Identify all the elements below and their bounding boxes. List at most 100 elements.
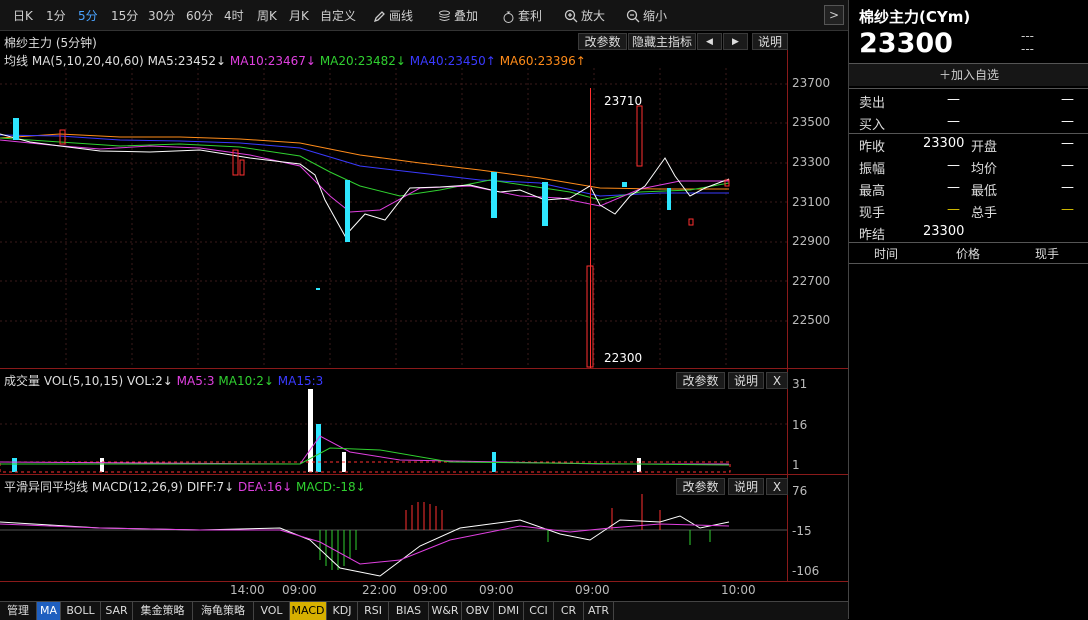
volume-bars (0, 389, 731, 473)
tab-wr[interactable]: W&R (429, 602, 462, 620)
quote-panel: 棉纱主力(CYm) 23300 --- --- ＋加入自选 卖出 — — 买入 … (848, 0, 1088, 619)
macd-close-button[interactable]: X (766, 478, 788, 495)
ma-config: MA(5,10,20,40,60) (31, 54, 144, 68)
macd-value: MACD:-18↓ (296, 480, 366, 494)
add-watchlist-label: 加入自选 (951, 68, 1000, 82)
dea-value: DEA:16↓ (238, 480, 293, 494)
candle-up (724, 179, 730, 187)
ticks-time-header: 时间 (874, 247, 899, 261)
volume-config: VOL(5,10,15) (43, 374, 124, 388)
tab-vol[interactable]: VOL (254, 602, 290, 620)
tab-obv[interactable]: OBV (462, 602, 494, 620)
avg-price-value: — (1061, 158, 1074, 173)
contract-name: 棉纱主力(CYm) (859, 8, 971, 26)
period-1min[interactable]: 1分 (46, 9, 66, 23)
tab-boll[interactable]: BOLL (61, 602, 101, 620)
current-lot-label: 现手 (859, 206, 886, 221)
sell-price: — (947, 92, 960, 107)
tab-ma[interactable]: MA (37, 602, 61, 620)
volume-bar (100, 458, 104, 472)
ma10-line (0, 139, 729, 213)
zoom-out-tool[interactable]: 缩小 (626, 7, 667, 24)
tab-atr[interactable]: ATR (584, 602, 614, 620)
high-value: — (947, 180, 960, 195)
volume-tick-low: 1 (792, 458, 800, 472)
add-watchlist-button[interactable]: ＋加入自选 (849, 64, 1088, 86)
amplitude-value: — (947, 158, 960, 173)
ma-label: 均线 (4, 54, 29, 68)
scroll-right-button[interactable]: ▶ (723, 33, 748, 50)
buy-volume: — (1061, 114, 1074, 129)
candle-down (316, 288, 320, 290)
tab-bias[interactable]: BIAS (389, 602, 429, 620)
volume-help-button[interactable]: 说明 (728, 372, 764, 389)
buy-price: — (947, 114, 960, 129)
scroll-left-button[interactable]: ◀ (697, 33, 722, 50)
period-30min[interactable]: 30分 (148, 9, 176, 23)
tab-cr[interactable]: CR (554, 602, 584, 620)
time-tick: 09:00 (479, 583, 514, 597)
period-15min[interactable]: 15分 (111, 9, 139, 23)
tab-sar[interactable]: SAR (101, 602, 133, 620)
diff-line (0, 515, 730, 577)
period-custom[interactable]: 自定义 (320, 9, 357, 23)
macd-config: MACD(12,26,9) (91, 480, 183, 494)
tab-dmi[interactable]: DMI (494, 602, 524, 620)
ma20-value: MA20:23482↓ (319, 54, 406, 68)
prev-settle-label: 昨结 (859, 228, 886, 243)
main-params-button[interactable]: 改参数 (578, 33, 627, 50)
tab-manage[interactable]: 管理 (0, 602, 37, 620)
tab-kdj[interactable]: KDJ (327, 602, 358, 620)
vol-ma10-value: MA10:2↓ (218, 374, 274, 388)
macd-plot (0, 494, 787, 577)
sell-label: 卖出 (859, 96, 886, 111)
hide-main-indicator-button[interactable]: 隐藏主指标 (628, 33, 696, 50)
volume-title: 成交量 (4, 374, 41, 388)
indicator-tab-bar: 管理 MA BOLL SAR 集金策略 海龟策略 VOL MACD KDJ RS… (0, 601, 848, 620)
arbitrage-label: 套利 (518, 9, 543, 23)
candle-down (667, 188, 671, 210)
tab-turtle-strategy[interactable]: 海龟策略 (193, 602, 254, 620)
price-tick-23700: 23700 (792, 76, 831, 90)
open-label: 开盘 (971, 140, 998, 155)
volume-ma-line (0, 435, 729, 465)
collapse-panel-button[interactable]: > (824, 5, 844, 25)
volume-bar (12, 458, 17, 472)
ma10-value: MA10:23467↓ (229, 54, 316, 68)
tab-rsi[interactable]: RSI (358, 602, 389, 620)
period-month[interactable]: 月K (289, 9, 309, 23)
stack-icon (439, 10, 450, 21)
main-help-button[interactable]: 说明 (752, 33, 788, 50)
volume-bar (0, 461, 731, 473)
kline-chart-canvas[interactable] (0, 0, 848, 600)
macd-help-button[interactable]: 说明 (728, 478, 764, 495)
tab-macd[interactable]: MACD (290, 602, 327, 620)
vol-value: VOL:2↓ (126, 374, 173, 388)
overlay-label: 叠加 (454, 9, 479, 23)
tab-cci[interactable]: CCI (524, 602, 554, 620)
low-value: — (1061, 180, 1074, 195)
period-5min[interactable]: 5分 (78, 9, 98, 23)
candle-up (586, 265, 594, 368)
buy-label: 买入 (859, 118, 886, 133)
macd-params-button[interactable]: 改参数 (676, 478, 725, 495)
arbitrage-tool[interactable]: 套利 (502, 7, 542, 24)
ma-legend: 均线 MA(5,10,20,40,60) MA5:23452↓ MA10:234… (4, 52, 586, 69)
period-60min[interactable]: 60分 (186, 9, 214, 23)
zoom-in-tool[interactable]: 放大 (564, 7, 605, 24)
ticks-volume-header: 现手 (1035, 247, 1060, 261)
time-tick: 10:00 (721, 583, 756, 597)
candlesticks (13, 88, 730, 368)
overlay-tool[interactable]: 叠加 (438, 7, 478, 24)
ma40-value: MA40:23450↑ (409, 54, 496, 68)
price-tick-22700: 22700 (792, 274, 831, 288)
period-week[interactable]: 周K (257, 9, 277, 23)
draw-line-tool[interactable]: 画线 (373, 7, 413, 24)
candle-up (232, 149, 239, 176)
volume-close-button[interactable]: X (766, 372, 788, 389)
tab-jijin-strategy[interactable]: 集金策略 (133, 602, 193, 620)
period-day[interactable]: 日K (13, 9, 33, 23)
volume-params-button[interactable]: 改参数 (676, 372, 725, 389)
period-4h[interactable]: 4时 (224, 9, 244, 23)
price-tick-23500: 23500 (792, 115, 831, 129)
